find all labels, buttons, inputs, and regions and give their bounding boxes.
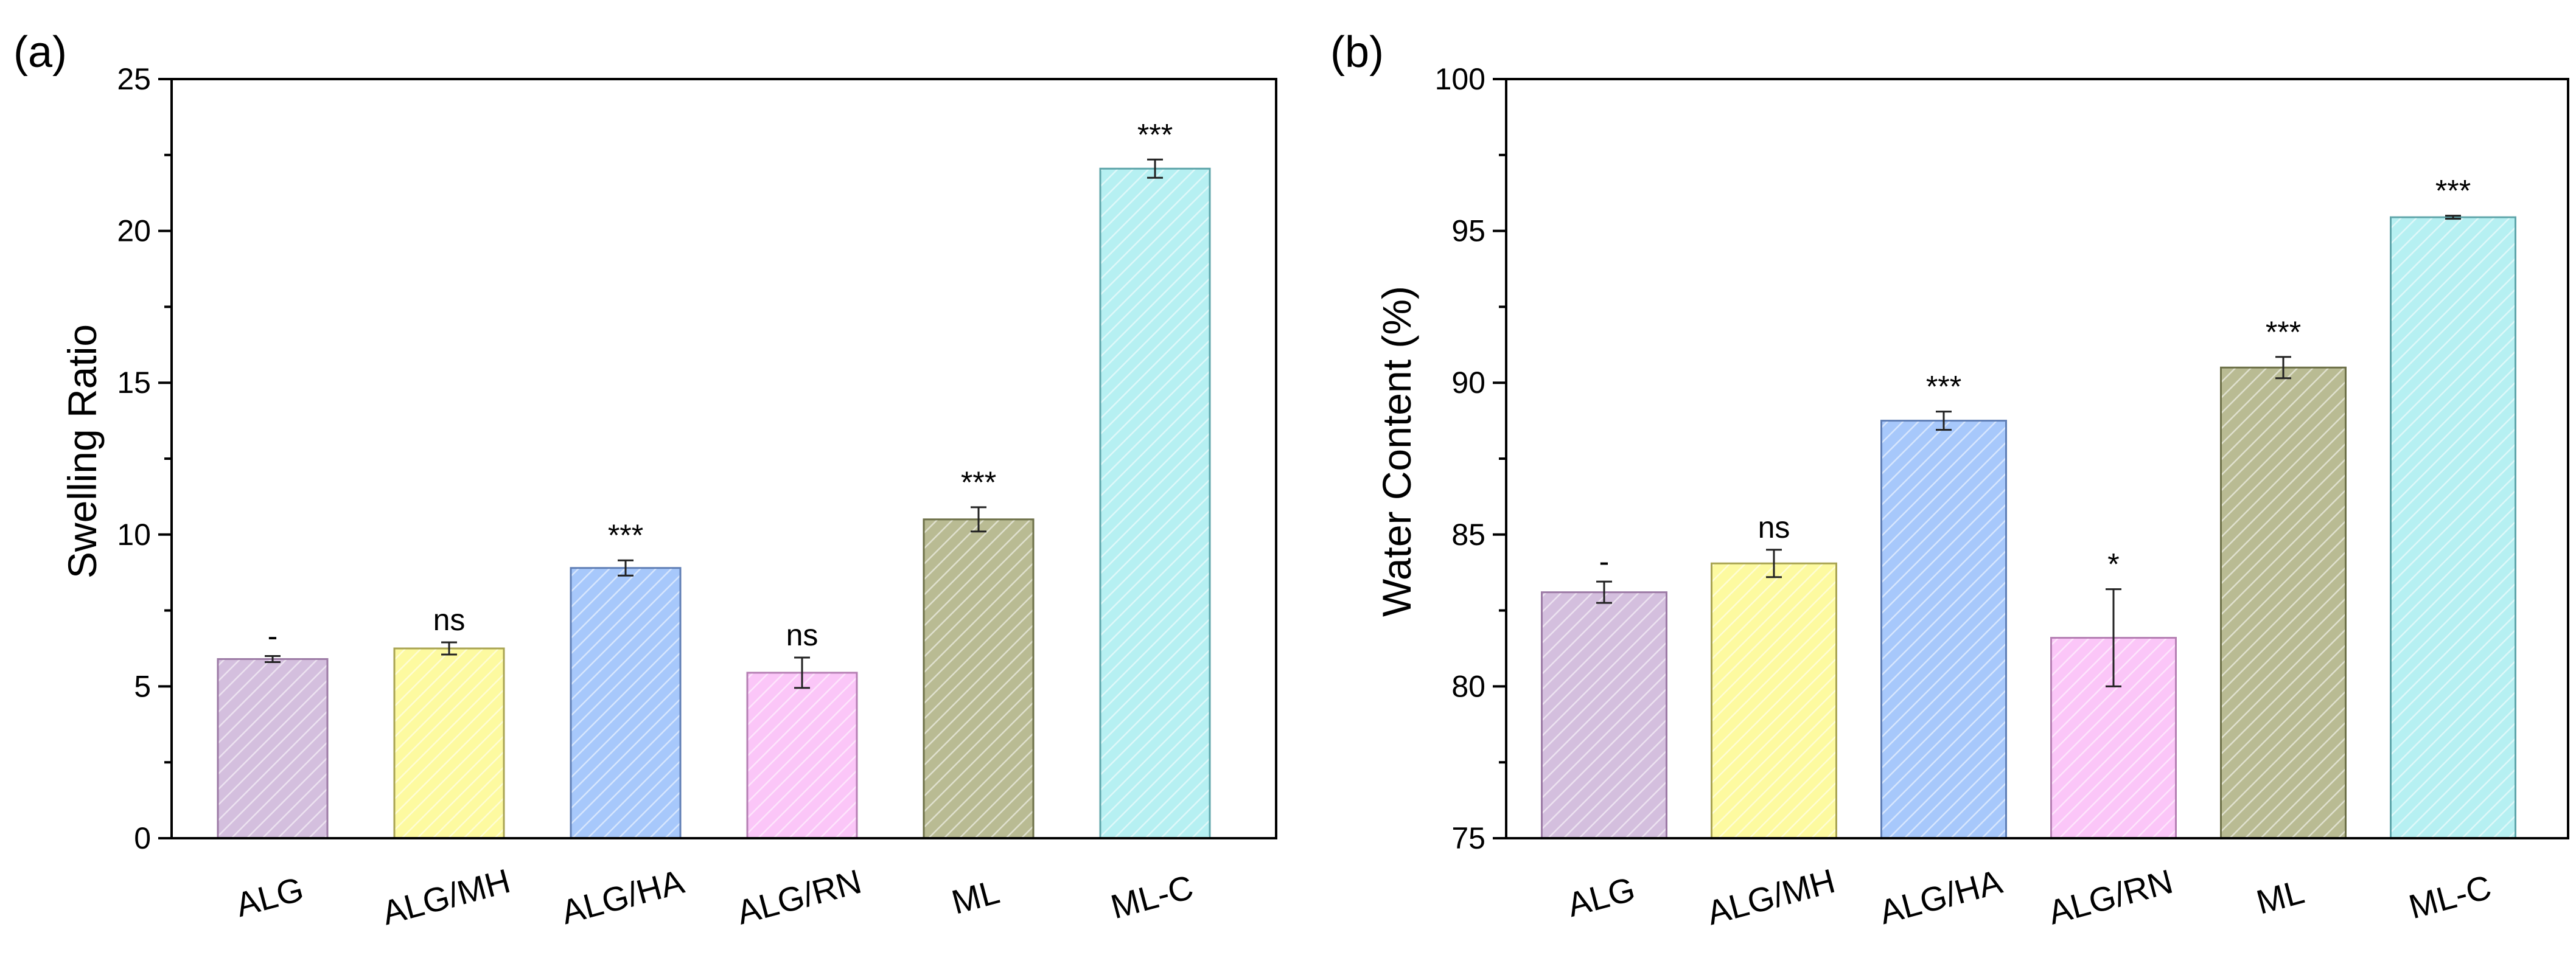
swelling-ratio-chart: (a) Swelling Ratio 0 5 10 15 20 25 - ns *** ns **… bbox=[13, 28, 1277, 932]
y-tick-label-a: 20 bbox=[117, 214, 151, 248]
panel-label-a: (a) bbox=[13, 28, 67, 77]
y-tick-label-b: 85 bbox=[1451, 518, 1485, 552]
y-tick-label-a: 0 bbox=[134, 821, 151, 855]
significance-label-a: - bbox=[268, 619, 278, 653]
y-tick-label-a: 5 bbox=[134, 669, 151, 703]
significance-label-b: ns bbox=[1758, 510, 1790, 544]
category-label-b: ALG/MH bbox=[1703, 861, 1839, 932]
y-tick-label-b: 95 bbox=[1451, 214, 1485, 248]
significance-label-a: ns bbox=[433, 603, 466, 637]
significance-label-b: *** bbox=[2435, 174, 2471, 208]
y-tick-label-b: 90 bbox=[1451, 366, 1485, 400]
y-tick-label-b: 75 bbox=[1451, 821, 1485, 855]
significance-label-b: * bbox=[2107, 547, 2119, 582]
y-axis-title-b: Water Content (%) bbox=[1374, 286, 1419, 617]
y-tick-label-b: 100 bbox=[1435, 62, 1485, 96]
bar-hatch-b bbox=[1541, 592, 1667, 838]
error-bar-a bbox=[971, 506, 986, 533]
panel-label-b: (b) bbox=[1330, 28, 1384, 77]
significance-label-b: *** bbox=[1926, 370, 1961, 404]
category-label-a: ALG/HA bbox=[557, 862, 688, 931]
error-bar-b bbox=[1936, 411, 1952, 431]
error-bar-b bbox=[2445, 215, 2461, 220]
significance-label-a: *** bbox=[1137, 117, 1173, 151]
significance-label-a: ns bbox=[786, 618, 819, 652]
category-label-a: ML-C bbox=[1107, 867, 1198, 926]
bar-hatch-a bbox=[747, 672, 857, 838]
bar-hatch-b bbox=[1881, 420, 2006, 838]
bar-hatch-b bbox=[2390, 217, 2516, 838]
category-label-b: ALG bbox=[1563, 869, 1639, 924]
y-tick-label-a: 15 bbox=[117, 366, 151, 400]
category-label-a: ALG/MH bbox=[378, 861, 514, 932]
category-label-a: ALG/RN bbox=[733, 862, 865, 932]
error-bar-a bbox=[794, 656, 810, 689]
bar-hatch-a bbox=[924, 519, 1033, 838]
water-content-chart: (b) Water Content (%) 75 80 85 90 95 100 - ns *… bbox=[1330, 28, 2569, 932]
y-tick-label-a: 10 bbox=[117, 518, 151, 552]
error-bar-a bbox=[441, 641, 457, 656]
error-bar-a bbox=[618, 559, 634, 577]
significance-label-a: *** bbox=[961, 465, 996, 499]
plot-frame-a bbox=[170, 78, 1277, 839]
error-bar-b bbox=[1596, 580, 1612, 604]
error-bar-b bbox=[2106, 588, 2121, 687]
bar-hatch-a bbox=[571, 568, 680, 838]
category-label-b: ALG/RN bbox=[2044, 862, 2177, 932]
y-axis-title-a: Swelling Ratio bbox=[60, 324, 105, 578]
y-tick-label-b: 80 bbox=[1451, 669, 1485, 703]
category-label-b: ALG/HA bbox=[1876, 862, 2006, 931]
plot-frame-b bbox=[1505, 78, 2569, 839]
significance-label-b: *** bbox=[2266, 315, 2301, 349]
bar-hatch-a bbox=[218, 659, 327, 838]
bar-hatch-a bbox=[394, 648, 504, 838]
y-tick-label-a: 25 bbox=[117, 62, 151, 96]
error-bar-a bbox=[1147, 158, 1163, 179]
error-bar-b bbox=[2275, 356, 2291, 380]
category-label-b: ML bbox=[2252, 872, 2308, 922]
category-label-b: ML-C bbox=[2405, 867, 2496, 926]
bar-hatch-b bbox=[2221, 367, 2346, 838]
category-label-a: ALG bbox=[232, 869, 308, 924]
bar-hatch-a bbox=[1100, 168, 1210, 838]
significance-label-b: - bbox=[1599, 544, 1610, 578]
error-bar-b bbox=[1766, 549, 1782, 578]
category-label-a: ML bbox=[948, 872, 1003, 922]
bar-hatch-b bbox=[1711, 563, 1837, 838]
significance-label-a: *** bbox=[608, 518, 643, 552]
error-bar-a bbox=[265, 655, 281, 663]
